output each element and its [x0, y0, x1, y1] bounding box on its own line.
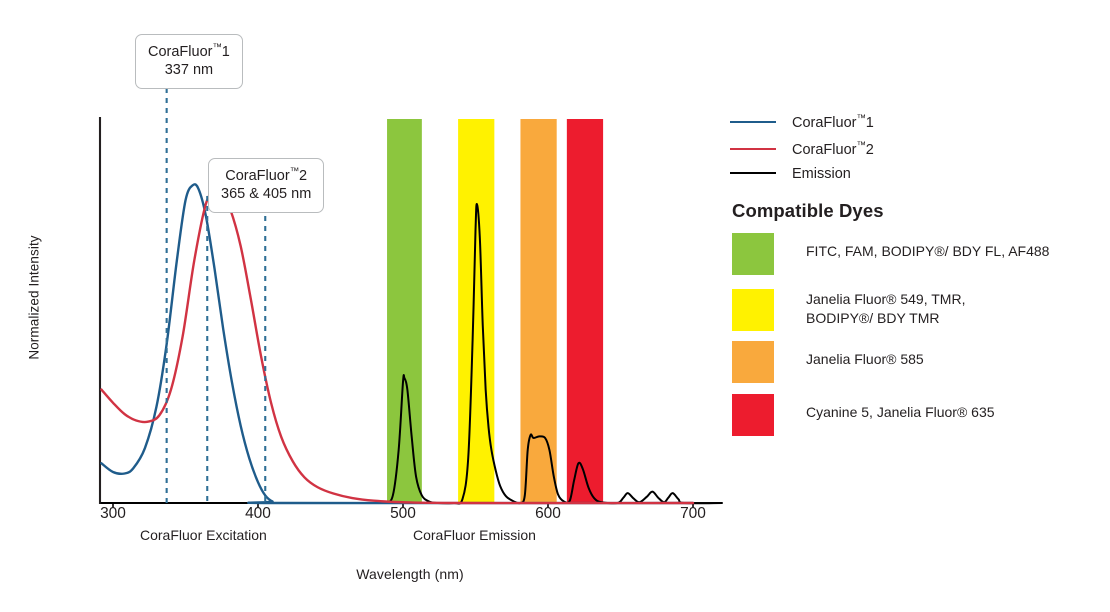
dye-label: Cyanine 5, Janelia Fluor® 635 [806, 404, 995, 420]
dye-label: Janelia Fluor® 549, TMR, BODIPY®/ BDY TM… [806, 291, 966, 326]
x-tick-600: 600 [535, 505, 561, 522]
emission-band-3 [566, 119, 604, 503]
dye-row-green: FITC, FAM, BODIPY®/ BDY FL, AF488 [732, 233, 1049, 275]
callout-2-line1: CoraFluor™2 [225, 166, 308, 184]
callout-corafluor2: CoraFluor™2 365 & 405 nm [208, 158, 325, 213]
dye-row-yellow: Janelia Fluor® 549, TMR, BODIPY®/ BDY TM… [732, 289, 965, 331]
x-tick-500: 500 [390, 505, 416, 522]
dye-label: FITC, FAM, BODIPY®/ BDY FL, AF488 [806, 243, 1050, 259]
callout-2-line2: 365 & 405 nm [221, 186, 312, 203]
dye-color-swatch [732, 394, 774, 436]
x-tick-700: 700 [680, 505, 706, 522]
legend-line-swatch [730, 171, 776, 174]
legend-item-label: CoraFluor™1 [792, 113, 874, 131]
legend-item-corafluor1: CoraFluor™1 [730, 113, 874, 131]
spectra-plot: Normalized Intensity Wavelength (nm) Cor… [26, 34, 723, 582]
callout-corafluor1: CoraFluor™1 337 nm [135, 34, 243, 89]
callout-1-line1: CoraFluor™1 [148, 42, 230, 60]
plot-canvas [98, 88, 723, 508]
legend-item-label: CoraFluor™2 [792, 140, 874, 158]
excitation-section-label: CoraFluor Excitation [140, 527, 267, 543]
dye-row-orange: Janelia Fluor® 585 [732, 341, 924, 383]
legend-item-emission: Emission [730, 164, 851, 182]
dye-row-red: Cyanine 5, Janelia Fluor® 635 [732, 394, 995, 436]
x-tick-300: 300 [100, 505, 126, 522]
legend-line-swatch [730, 147, 776, 150]
emission-band-1 [458, 119, 495, 503]
dye-label: Janelia Fluor® 585 [806, 351, 924, 367]
x-tick-400: 400 [245, 505, 271, 522]
callout-1-line2: 337 nm [164, 62, 214, 79]
y-axis-title: Normalized Intensity [26, 235, 42, 360]
emission-band-2 [520, 119, 557, 503]
x-axis-title: Wavelength (nm) [356, 566, 464, 582]
series-curve-1 [100, 188, 695, 505]
legend-item-label: Emission [792, 165, 851, 182]
emission-band-0 [387, 119, 422, 503]
legend-line-swatch [730, 120, 776, 123]
legend-item-corafluor2: CoraFluor™2 [730, 140, 874, 158]
compatible-dyes-title: Compatible Dyes [732, 200, 884, 221]
side-panel: CoraFluor™1 CoraFluor™2 Emission Compati… [730, 0, 1110, 612]
dye-color-swatch [732, 289, 774, 331]
dye-color-swatch [732, 341, 774, 383]
series-curve-0 [100, 183, 695, 505]
dye-color-swatch [732, 233, 774, 275]
emission-section-label: CoraFluor Emission [413, 527, 536, 543]
